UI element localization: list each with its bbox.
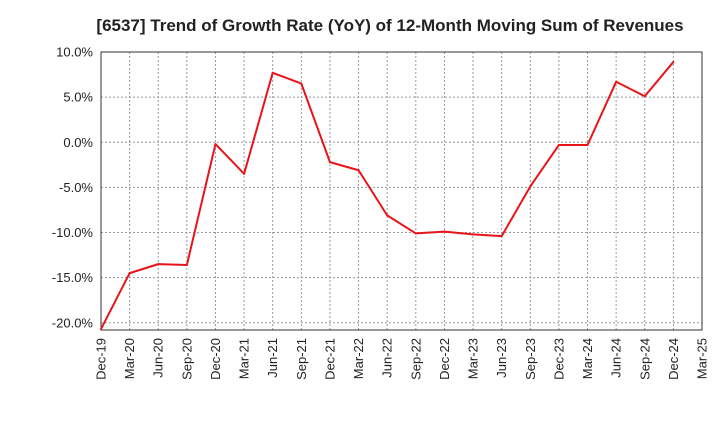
y-tick-label: -10.0%	[52, 225, 94, 240]
y-tick-label: -15.0%	[52, 270, 94, 285]
x-tick-label: Dec-21	[322, 338, 337, 380]
data-point	[328, 161, 331, 164]
data-point	[500, 235, 503, 238]
data-point	[185, 264, 188, 267]
y-tick-label: 0.0%	[63, 135, 93, 150]
x-tick-label: Mar-25	[695, 338, 710, 379]
x-tick-label: Mar-24	[580, 338, 595, 379]
data-point	[557, 143, 560, 146]
x-tick-label: Dec-19	[94, 338, 109, 380]
data-point	[529, 185, 532, 188]
x-tick-label: Dec-22	[437, 338, 452, 380]
x-tick-label: Mar-21	[237, 338, 252, 379]
y-tick-label: -20.0%	[52, 315, 94, 330]
x-tick-label: Sep-20	[179, 338, 194, 380]
data-point	[414, 232, 417, 235]
x-tick-label: Jun-23	[494, 338, 509, 378]
x-tick-label: Mar-23	[466, 338, 481, 379]
x-tick-label: Dec-24	[666, 338, 681, 380]
x-tick-label: Sep-23	[523, 338, 538, 380]
x-tick-label: Sep-24	[637, 338, 652, 380]
y-tick-label: 10.0%	[56, 45, 93, 60]
data-point	[672, 60, 675, 63]
x-tick-label: Mar-22	[351, 338, 366, 379]
x-tick-label: Sep-22	[408, 338, 423, 380]
data-point	[300, 82, 303, 85]
y-tick-label: -5.0%	[59, 180, 93, 195]
data-point	[157, 263, 160, 266]
x-tick-label: Mar-20	[122, 338, 137, 379]
data-point	[615, 80, 618, 83]
data-point	[214, 143, 217, 146]
plot-frame	[100, 51, 703, 331]
x-tick-label: Sep-21	[294, 338, 309, 380]
data-point	[386, 214, 389, 217]
chart-title: [6537] Trend of Growth Rate (YoY) of 12-…	[96, 16, 683, 35]
series	[100, 60, 675, 331]
y-tick-label: 5.0%	[63, 90, 93, 105]
x-tick-label: Dec-23	[551, 338, 566, 380]
data-point	[472, 233, 475, 236]
x-tick-label: Jun-20	[151, 338, 166, 378]
x-tick-label: Jun-22	[380, 338, 395, 378]
data-point	[357, 169, 360, 172]
x-tick-label: Dec-20	[208, 338, 223, 380]
data-point	[243, 172, 246, 175]
x-tick-label: Jun-21	[265, 338, 280, 378]
y-axis: 10.0% 5.0% 0.0% -5.0% -10.0% -15.0% -20.0%	[52, 45, 94, 331]
data-point	[586, 143, 589, 146]
data-point	[128, 272, 131, 275]
data-point	[443, 230, 446, 233]
x-tick-label: Jun-24	[609, 338, 624, 378]
grid	[100, 51, 703, 330]
data-point	[100, 328, 102, 331]
data-point	[271, 71, 274, 74]
x-axis: Dec-19 Mar-20 Jun-20 Sep-20 Dec-20 Mar-21 Jun-…	[94, 338, 710, 380]
data-point	[643, 95, 646, 98]
